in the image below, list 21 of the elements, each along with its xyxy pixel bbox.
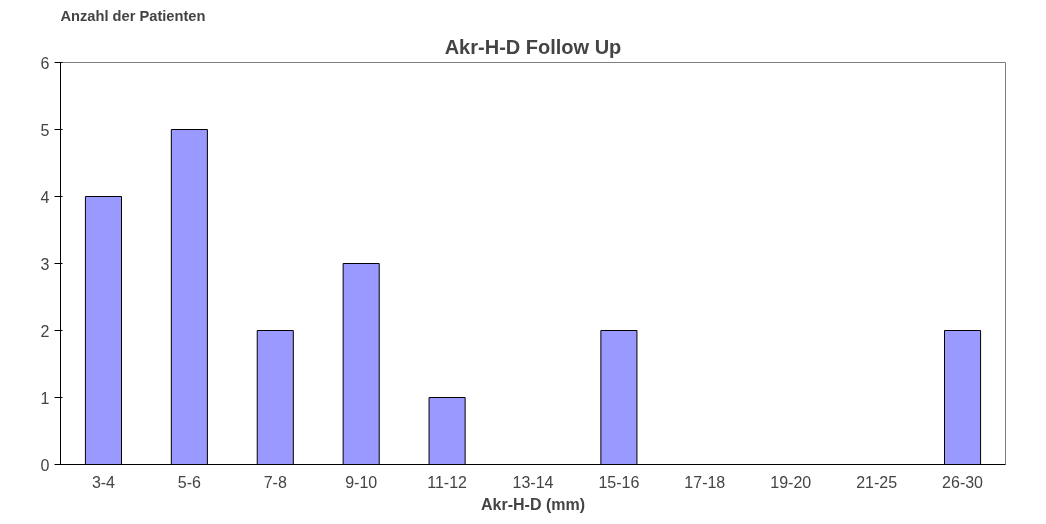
y-tick-label: 0 bbox=[40, 456, 50, 474]
y-tick-label: 4 bbox=[40, 188, 50, 206]
x-tick-label: 7-8 bbox=[263, 473, 287, 491]
y-axis-title: Anzahl der Patienten bbox=[60, 7, 206, 24]
x-tick-label: 15-16 bbox=[598, 473, 640, 491]
x-tick-label: 3-4 bbox=[91, 473, 116, 491]
x-tick-label: 11-12 bbox=[427, 473, 468, 491]
chart-title: Akr-H-D Follow Up bbox=[444, 35, 622, 58]
y-tick-label: 6 bbox=[40, 54, 50, 72]
x-tick-label: 19-20 bbox=[770, 473, 812, 491]
x-tick-label: 21-25 bbox=[856, 473, 898, 491]
y-tick-label: 1 bbox=[40, 389, 50, 407]
x-tick-label: 17-18 bbox=[684, 473, 726, 491]
y-tick-label: 3 bbox=[40, 255, 50, 273]
x-tick-label: 13-14 bbox=[512, 473, 554, 491]
y-tick-label: 5 bbox=[40, 121, 50, 139]
x-tick-label: 26-30 bbox=[942, 473, 984, 491]
x-tick-label: 5-6 bbox=[177, 473, 202, 491]
x-tick-label: 9-10 bbox=[345, 473, 378, 491]
y-tick-label: 2 bbox=[40, 322, 50, 340]
x-axis-title: Akr-H-D (mm) bbox=[481, 495, 585, 513]
